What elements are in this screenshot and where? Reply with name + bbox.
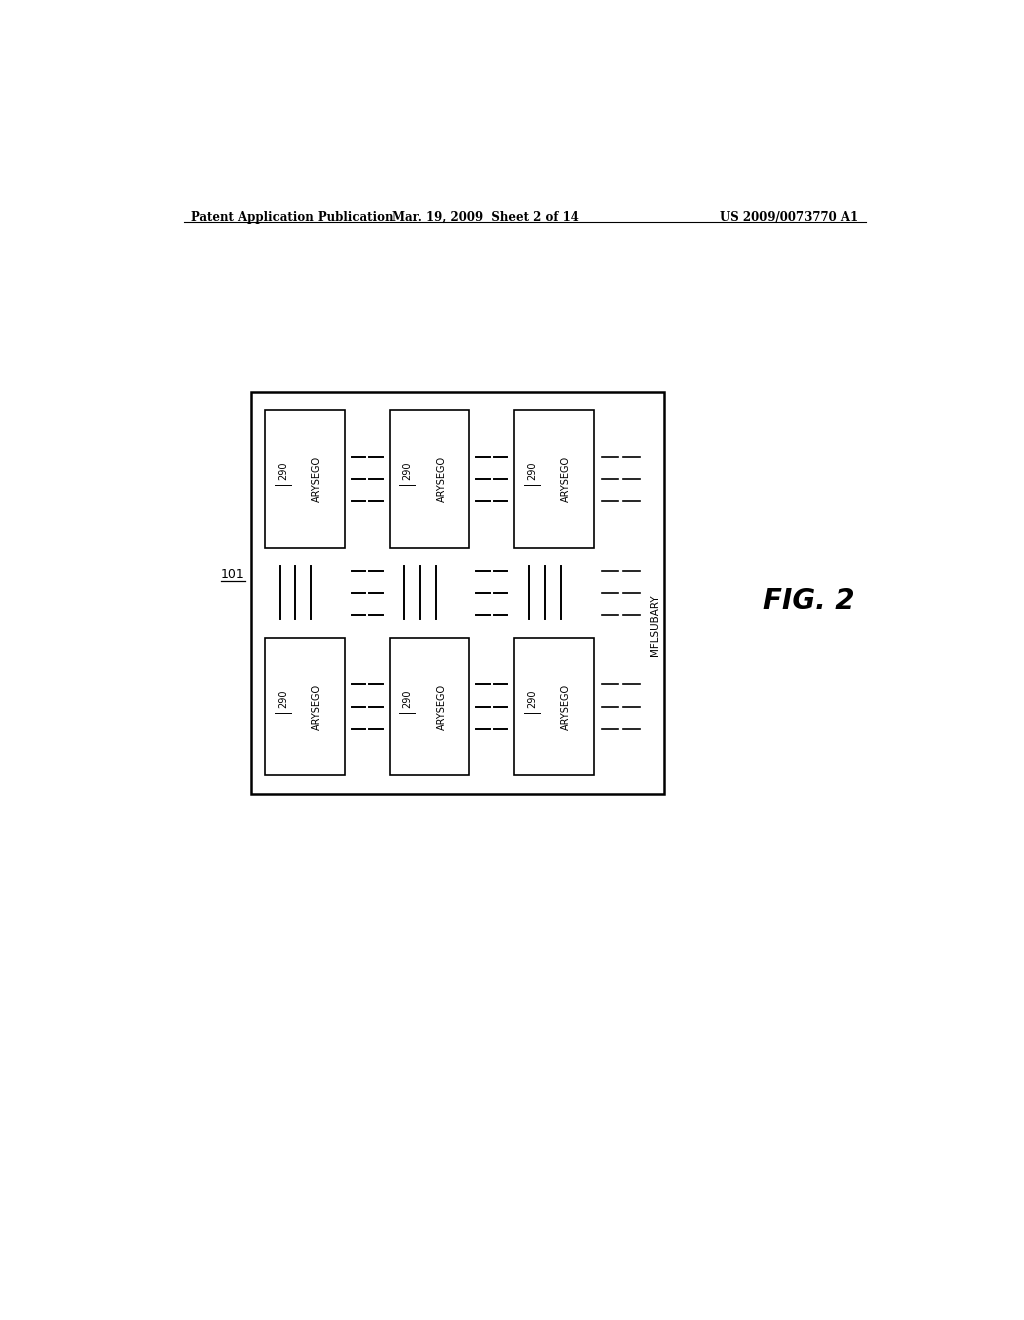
Text: ARYSEGO: ARYSEGO (436, 455, 446, 502)
Text: 290: 290 (402, 689, 413, 708)
Text: 290: 290 (527, 462, 537, 480)
Text: US 2009/0073770 A1: US 2009/0073770 A1 (720, 211, 858, 224)
Bar (514, 638, 594, 775)
Bar (265, 638, 345, 775)
Text: MFLSUBARY: MFLSUBARY (649, 594, 659, 656)
Text: ARYSEGO: ARYSEGO (312, 455, 322, 502)
Text: 290: 290 (278, 689, 288, 708)
Bar (514, 411, 594, 548)
Text: 101: 101 (221, 568, 245, 581)
Text: FIG. 2: FIG. 2 (763, 586, 854, 615)
Text: 290: 290 (402, 462, 413, 480)
Text: 290: 290 (527, 689, 537, 708)
Bar (390, 411, 469, 548)
Text: ARYSEGO: ARYSEGO (561, 455, 571, 502)
Text: Patent Application Publication: Patent Application Publication (191, 211, 394, 224)
Text: ARYSEGO: ARYSEGO (312, 684, 322, 730)
Text: Mar. 19, 2009  Sheet 2 of 14: Mar. 19, 2009 Sheet 2 of 14 (392, 211, 579, 224)
Text: ARYSEGO: ARYSEGO (561, 684, 571, 730)
Text: ARYSEGO: ARYSEGO (436, 684, 446, 730)
Text: 290: 290 (278, 462, 288, 480)
Bar (265, 411, 345, 548)
Bar (251, 392, 664, 793)
Bar (390, 638, 469, 775)
